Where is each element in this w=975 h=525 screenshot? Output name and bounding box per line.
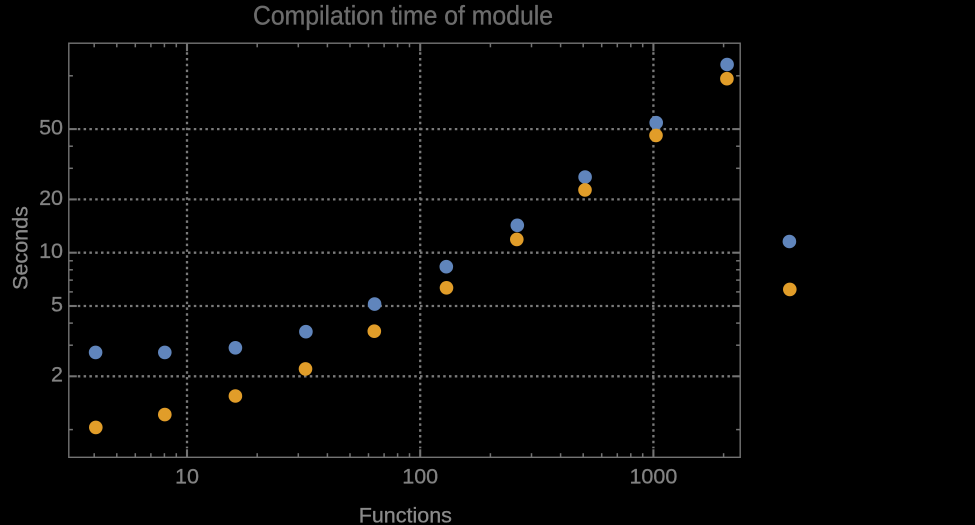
svg-text:Functions: Functions [359,503,452,525]
svg-text:10: 10 [39,239,63,263]
svg-text:100: 100 [402,465,438,489]
svg-text:Compilation time of module: Compilation time of module [253,1,553,31]
svg-text:10: 10 [175,465,199,489]
svg-text:20: 20 [39,186,63,210]
svg-text:2: 2 [51,363,63,387]
svg-text:5: 5 [51,292,63,316]
svg-text:1000: 1000 [629,465,677,489]
svg-text:50: 50 [39,116,63,140]
svg-text:Seconds: Seconds [9,206,33,290]
